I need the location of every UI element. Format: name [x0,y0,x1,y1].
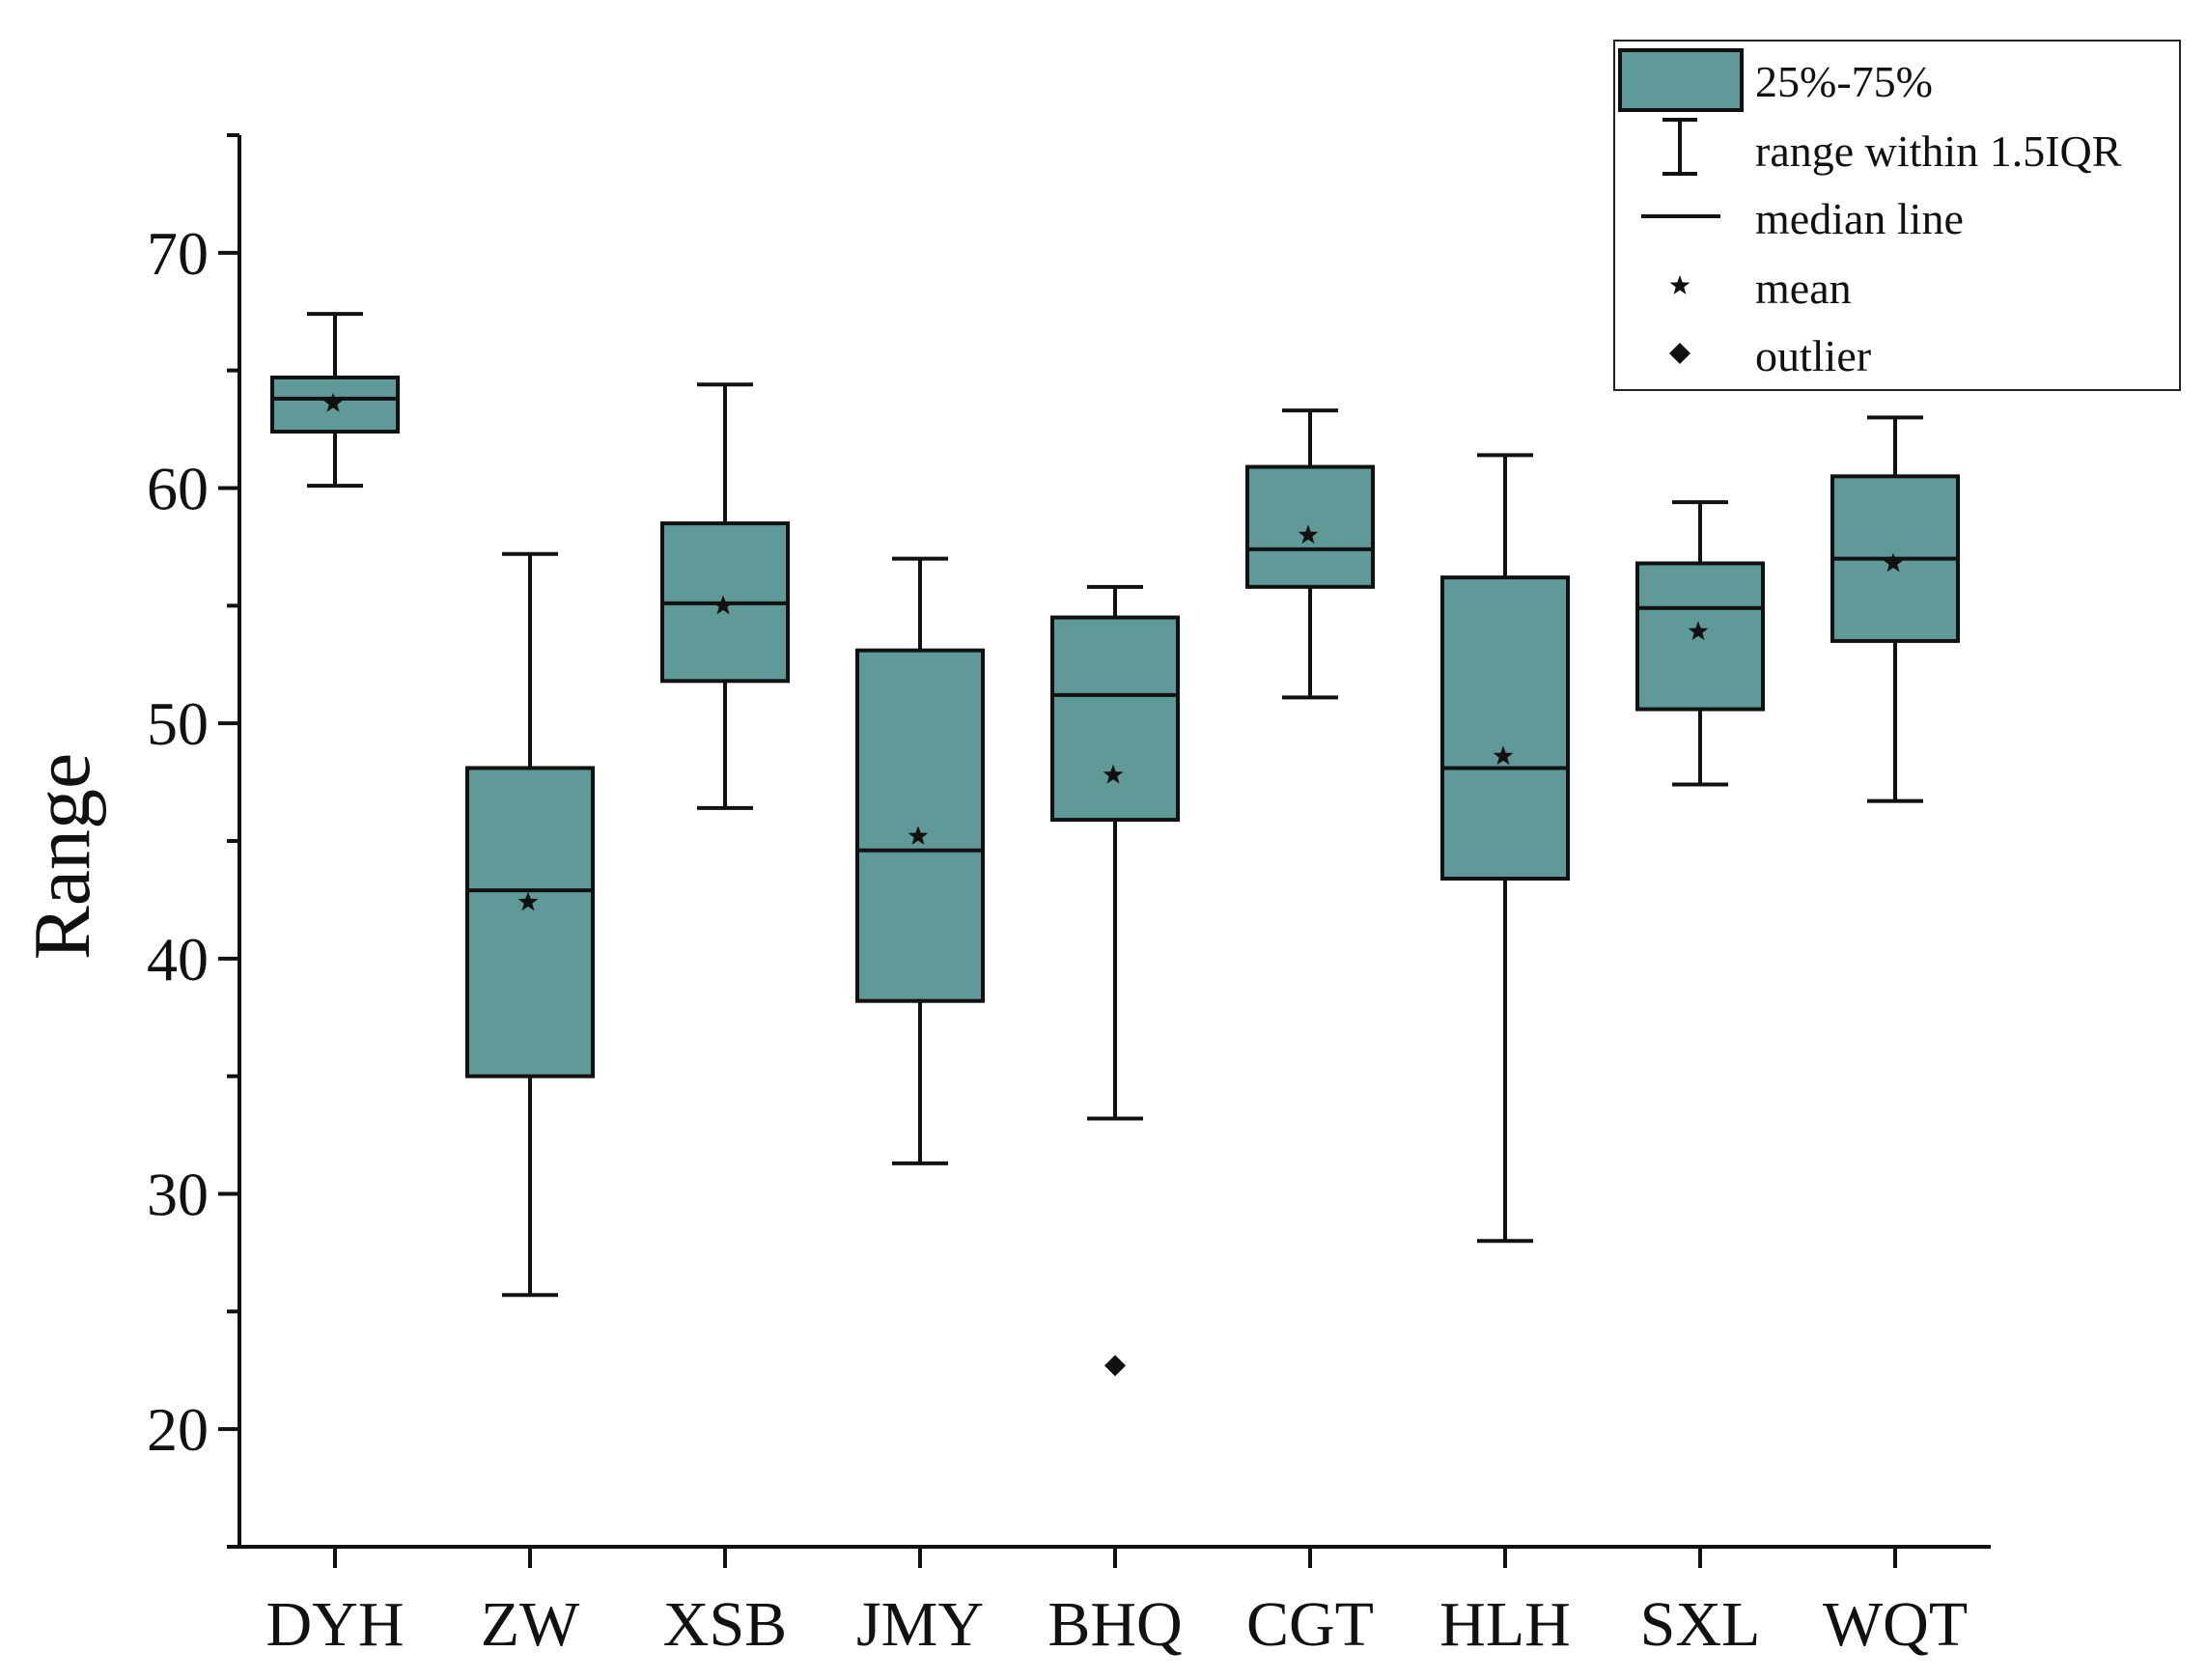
mean-marker [908,826,929,846]
iqr-box [1245,464,1375,589]
legend-mean-symbol [1669,275,1690,294]
y-tick-label: 60 [147,455,209,523]
box-group [1830,415,1960,803]
legend-label-whisker: range within 1.5IQR [1755,126,2122,176]
box-group [1050,584,1180,1377]
mean-marker [712,595,734,615]
legend: 25%-75% range within 1.5IQR median line mea… [1613,40,2181,391]
mean-marker [322,392,344,412]
legend-label-outlier: outlier [1755,331,1871,380]
mean-marker [517,891,539,911]
x-tick-label: BHQ [1048,1589,1182,1660]
box-series [270,312,1960,1377]
mean-marker [1883,552,1904,573]
legend-label-box: 25%-75% [1755,57,1933,106]
y-tick-label: 40 [147,925,209,994]
legend-box-swatch [1618,48,1744,112]
iqr-box [270,375,400,434]
box-group [270,312,400,489]
y-tick-label: 50 [147,689,209,758]
legend-label-median: median line [1755,194,1964,243]
mean-marker [1103,764,1124,784]
mean-marker [1298,524,1319,545]
axes: 20 30 40 50 60 70 Range DYH ZW XSB JMY BHQ CGT HLH SXL… [17,133,1991,1660]
box-group [660,382,790,810]
legend-outlier-symbol [1669,343,1690,364]
iqr-box [1440,575,1570,881]
box-group [1440,453,1570,1244]
iqr-box [465,766,595,1078]
iqr-box [1050,615,1180,823]
x-tick-label: ZW [481,1589,580,1660]
box-group [1245,408,1375,700]
x-tick-label: HLH [1439,1589,1571,1660]
mean-marker [1688,621,1709,641]
y-tick-label: 70 [147,219,209,288]
box-group [855,556,985,1165]
y-axis-label: Range [17,753,107,961]
box-group [465,551,595,1298]
x-tick-label: CGT [1246,1589,1374,1660]
x-tick-label: XSB [663,1589,787,1660]
x-tick-label: JMY [856,1589,984,1660]
x-tick-label: WQT [1823,1589,1968,1660]
y-tick-label: 30 [147,1161,209,1229]
x-tick-label: SXL [1640,1589,1761,1660]
y-tick-label: 20 [147,1395,209,1464]
outlier-marker [1104,1355,1126,1377]
x-tick-label: DYH [266,1589,405,1660]
legend-label-mean: mean [1755,264,1852,313]
iqr-box [855,648,985,1003]
mean-marker [1493,745,1514,766]
box-group [1635,500,1765,787]
